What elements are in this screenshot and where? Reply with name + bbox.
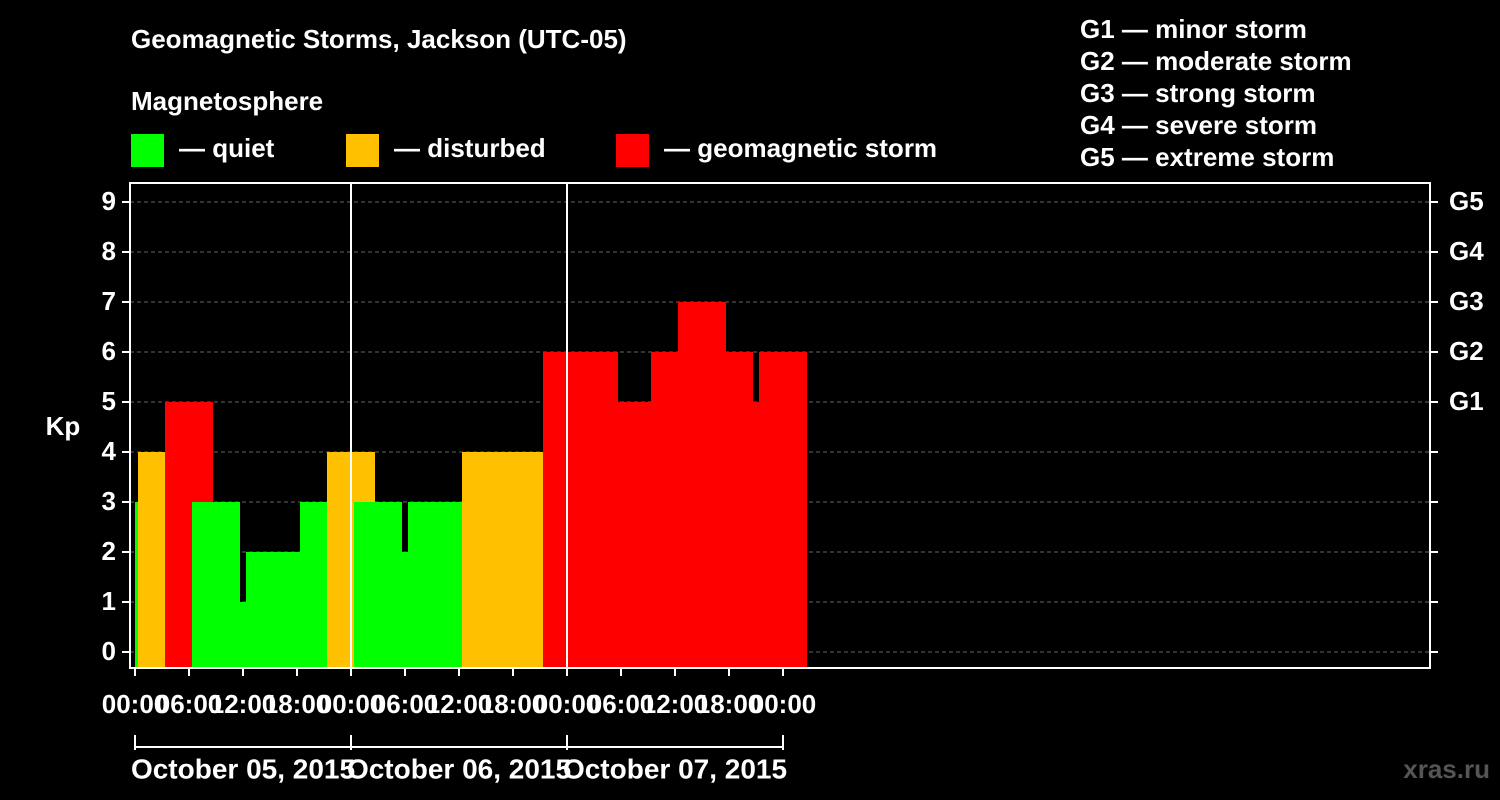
chart-subtitle: Magnetosphere	[131, 86, 324, 116]
legend-quiet-swatch	[131, 133, 164, 167]
x-tick-label: 06:00	[372, 689, 439, 719]
y-tick-label: 8	[102, 236, 116, 266]
x-tick-label: 00:00	[102, 689, 169, 719]
y-tick-label: 7	[102, 286, 116, 316]
y-tick-label: 1	[102, 586, 116, 616]
date-label: October 06, 2015	[347, 753, 571, 784]
storm-level-list: G1 — minor storm G2 — moderate storm G3 …	[1080, 13, 1352, 173]
x-tick-label: 00:00	[534, 689, 601, 719]
x-tick-label: 12:00	[642, 689, 709, 719]
chart-title: Geomagnetic Storms, Jackson (UTC-05)	[131, 24, 627, 54]
x-tick-label: 00:00	[318, 689, 385, 719]
legend-disturbed-swatch	[346, 133, 379, 167]
legend-quiet: — quiet	[131, 133, 274, 167]
g-scale-label: G1	[1449, 386, 1484, 416]
x-tick-label: 12:00	[210, 689, 277, 719]
x-tick-label: 18:00	[696, 689, 763, 719]
storm-level-g4: G4 — severe storm	[1080, 110, 1318, 140]
legend-disturbed: — disturbed	[346, 133, 546, 167]
storm-level-g1: G1 — minor storm	[1080, 14, 1307, 44]
date-label: October 07, 2015	[563, 753, 787, 784]
y-tick-label: 5	[102, 386, 116, 416]
legend-storm-swatch	[616, 133, 649, 167]
y-axis-label: Kp	[46, 411, 81, 441]
y-tick-label: 2	[102, 536, 116, 566]
g-scale-label: G5	[1449, 186, 1484, 216]
x-tick-label: 18:00	[264, 689, 331, 719]
x-tick-label: 06:00	[588, 689, 655, 719]
storm-level-g3: G3 — strong storm	[1080, 78, 1316, 108]
storm-level-g5: G5 — extreme storm	[1080, 142, 1335, 172]
legend-quiet-label: — quiet	[179, 132, 275, 163]
watermark: xras.ru	[1403, 754, 1490, 784]
g-scale-label: G2	[1449, 336, 1484, 366]
y-tick-label: 3	[102, 486, 116, 516]
date-label: October 05, 2015	[131, 753, 355, 784]
x-tick-label: 00:00	[750, 689, 817, 719]
kp-bar	[759, 352, 807, 668]
legend-disturbed-label: — disturbed	[394, 132, 546, 163]
x-tick-label: 12:00	[426, 689, 493, 719]
x-tick-label: 18:00	[480, 689, 547, 719]
y-tick-label: 9	[102, 186, 116, 216]
g-scale-label: G4	[1449, 236, 1484, 266]
storm-level-g2: G2 — moderate storm	[1080, 46, 1352, 76]
legend-storm: — geomagnetic storm	[616, 133, 937, 167]
plot-frame	[129, 182, 1431, 669]
x-tick-label: 06:00	[156, 689, 223, 719]
y-tick-label: 4	[102, 436, 117, 466]
y-tick-label: 6	[102, 336, 116, 366]
g-scale-label: G3	[1449, 286, 1484, 316]
legend-storm-label: — geomagnetic storm	[664, 132, 938, 163]
y-tick-label: 0	[102, 636, 116, 666]
